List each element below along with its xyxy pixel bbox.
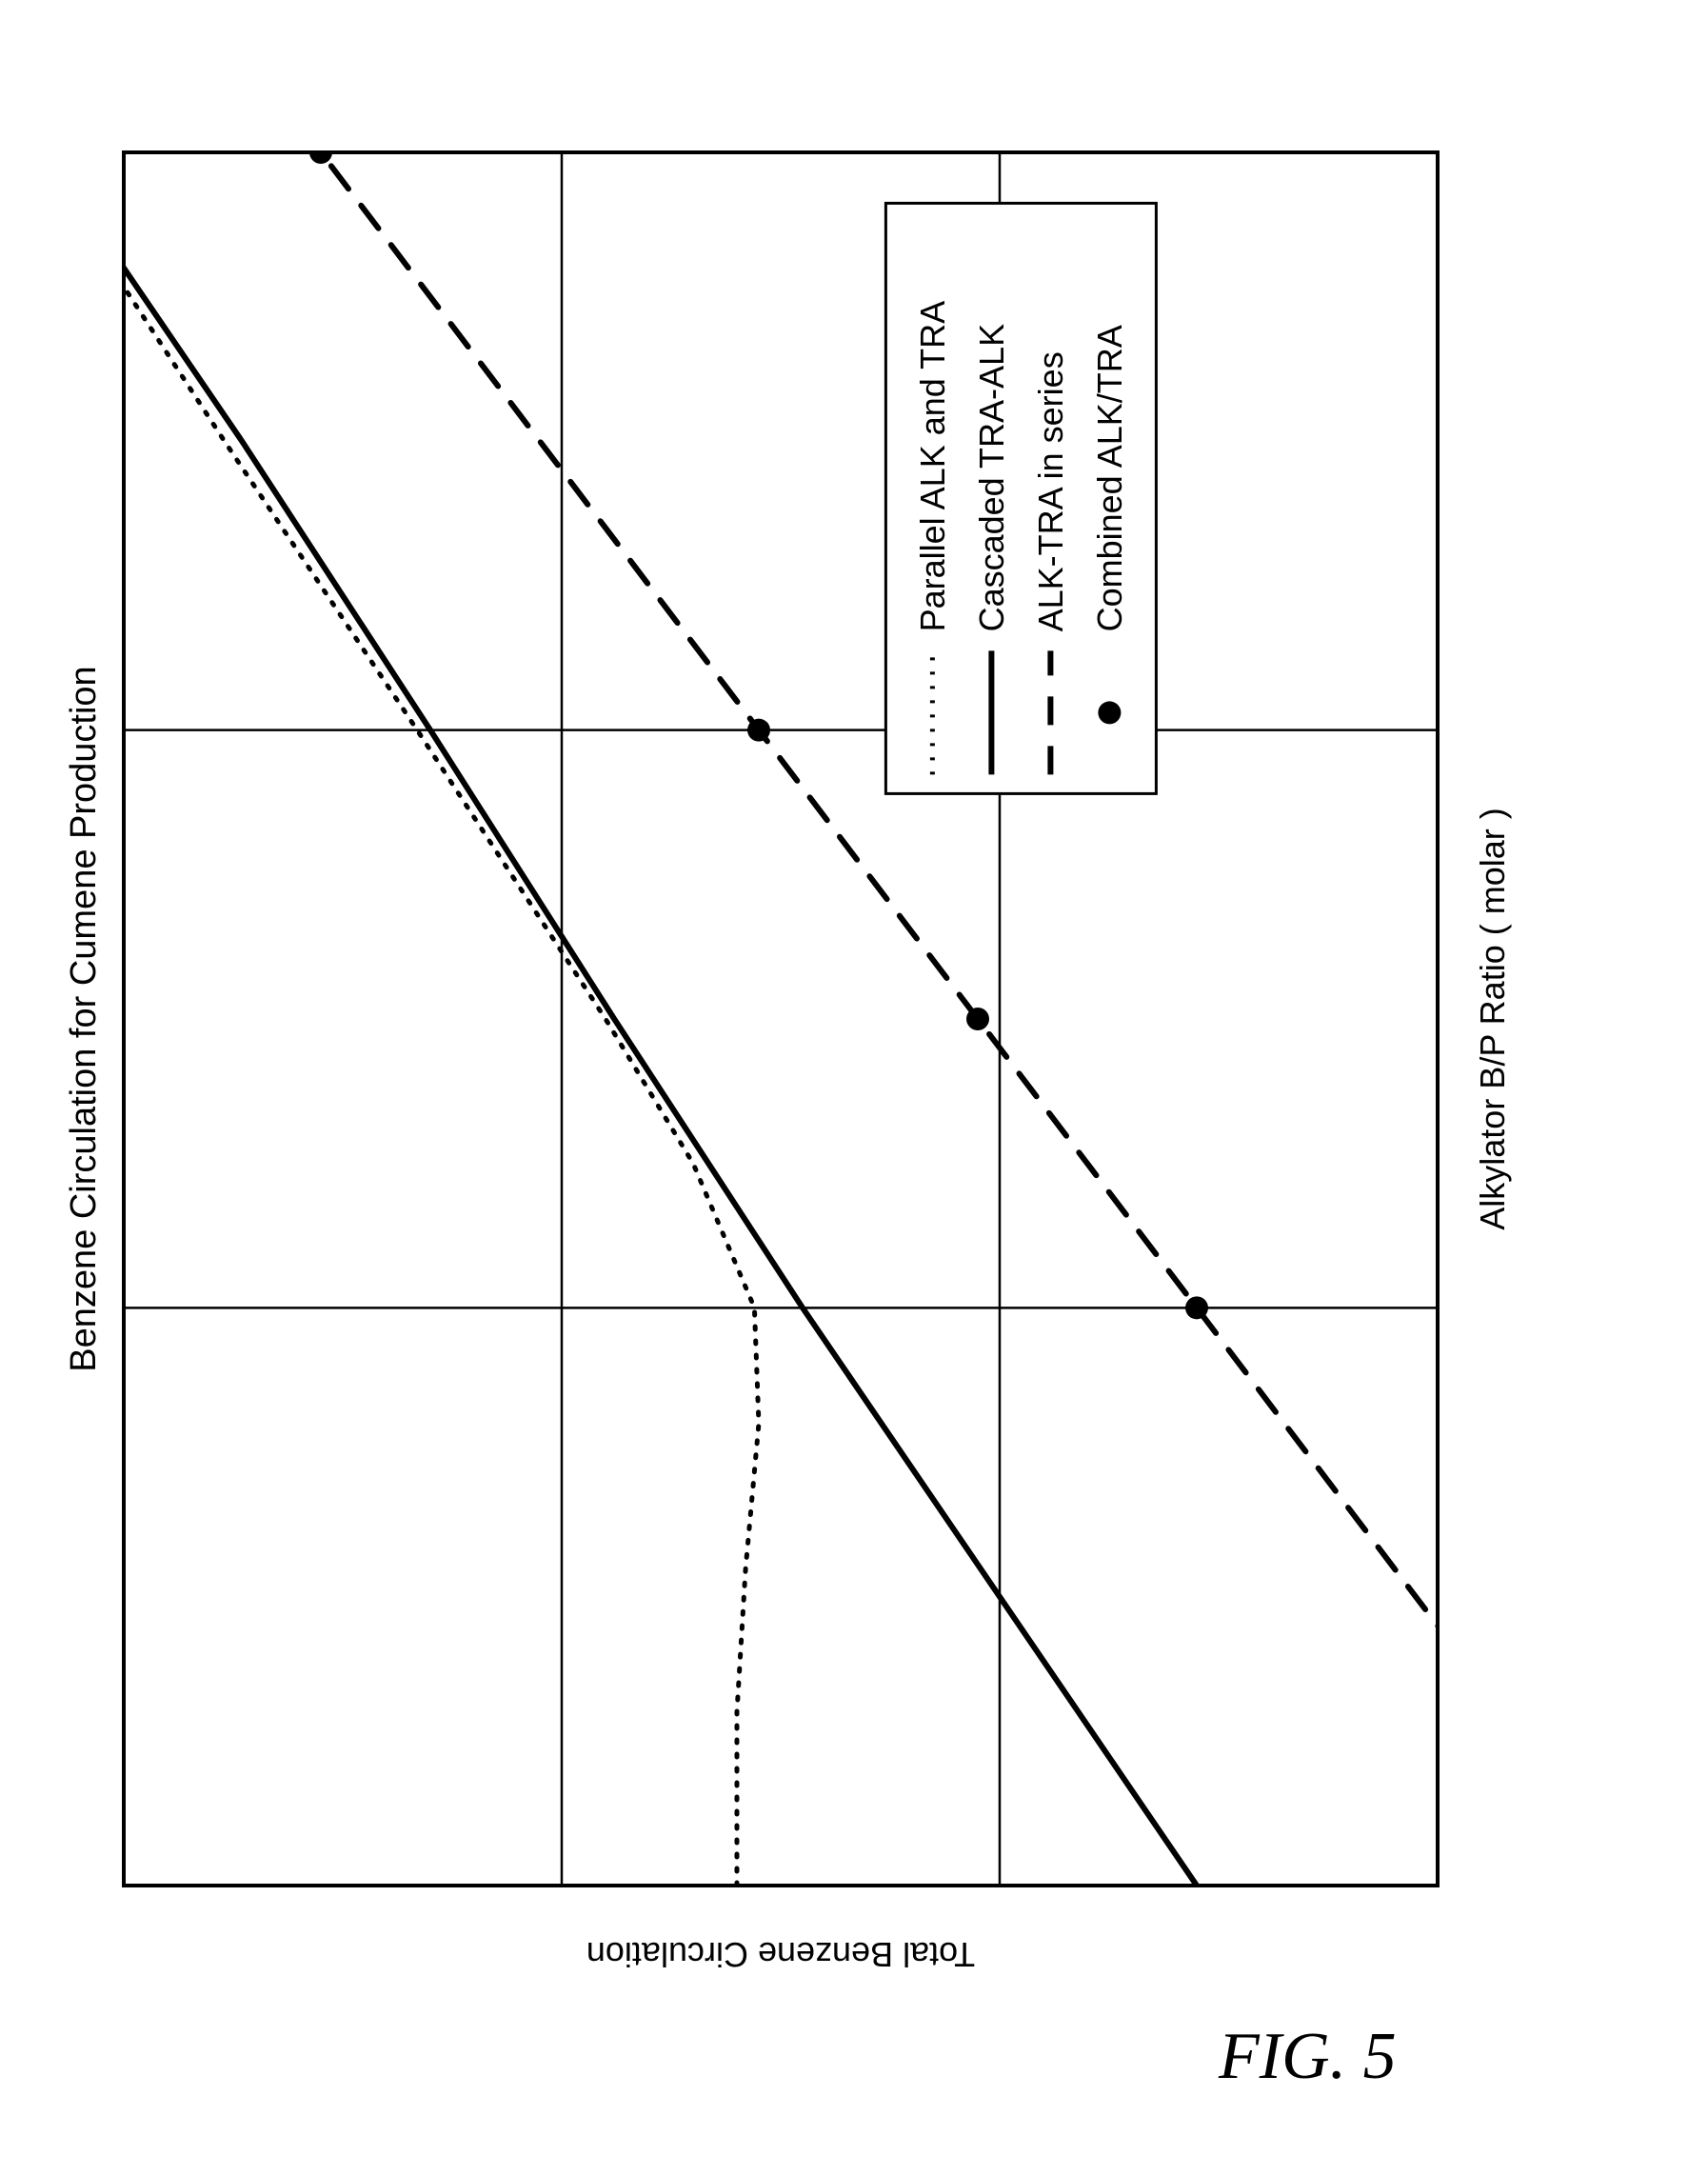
series-combined_alk_tra-point [747,719,770,742]
legend-label-cascaded_tra_alk: Cascaded TRA-ALK [972,324,1011,632]
legend-label-alk_tra_in_series: ALK-TRA in series [1031,351,1070,631]
figure-label-text: FIG. 5 [1219,2020,1397,2093]
series-combined_alk_tra-point [1185,1296,1208,1319]
figure-label: FIG. 5 [1219,2019,1397,2095]
page: Benzene Circulation for Cumene Productio… [0,0,1708,2176]
chart-title: Benzene Circulation for Cumene Productio… [64,666,104,1371]
legend-label-parallel_alk_tra: Parallel ALK and TRA [913,301,952,632]
chart-stage: Benzene Circulation for Cumene Productio… [48,0,1660,2047]
legend: Parallel ALK and TRA Cascaded TRA-ALK ALK-… [885,203,1156,793]
y-axis-label: Total Benzene Circulation [586,1935,975,1974]
legend-label-combined_alk_tra: Combined ALK/TRA [1090,325,1129,631]
series-combined_alk_tra-point [966,1008,989,1030]
x-axis-label: Alkylator B/P Ratio ( molar ) [1473,808,1512,1229]
line-chart: Benzene Circulation for Cumene Productio… [48,0,1660,2047]
